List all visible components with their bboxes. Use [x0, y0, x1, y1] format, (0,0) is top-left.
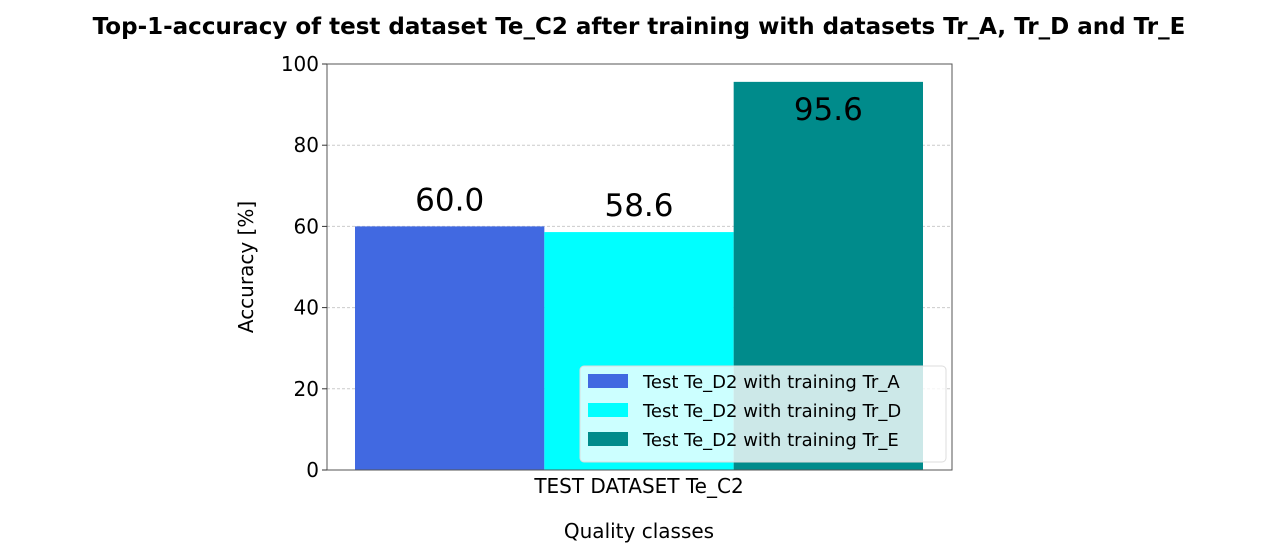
y-tick-label: 20	[294, 377, 319, 401]
y-tick-label: 80	[294, 133, 319, 157]
legend-label: Test Te_D2 with training Tr_D	[642, 401, 901, 422]
legend-swatch	[588, 403, 628, 417]
x-tick-label: TEST DATASET Te_C2	[533, 474, 743, 498]
x-axis-label: Quality classes	[564, 519, 714, 543]
y-axis-label: Accuracy [%]	[234, 201, 258, 333]
y-tick-label: 100	[281, 52, 319, 76]
y-tick-label: 60	[294, 214, 319, 238]
plot-frame	[326, 63, 953, 471]
legend-swatch	[588, 432, 628, 446]
bar-value-label: 58.6	[604, 188, 673, 224]
y-tick-label: 0	[306, 458, 319, 482]
legend-label: Test Te_D2 with training Tr_A	[642, 372, 900, 393]
bar	[355, 226, 545, 470]
chart-title: Top-1-accuracy of test dataset Te_C2 aft…	[93, 14, 1186, 40]
legend-swatch	[588, 374, 628, 388]
y-tick-label: 40	[294, 296, 319, 320]
bar-value-label: 60.0	[415, 182, 484, 218]
legend-label: Test Te_D2 with training Tr_E	[642, 430, 899, 451]
legend: Test Te_D2 with training Tr_A Test Te_D2 …	[579, 365, 947, 463]
bar-value-label: 95.6	[794, 92, 863, 128]
